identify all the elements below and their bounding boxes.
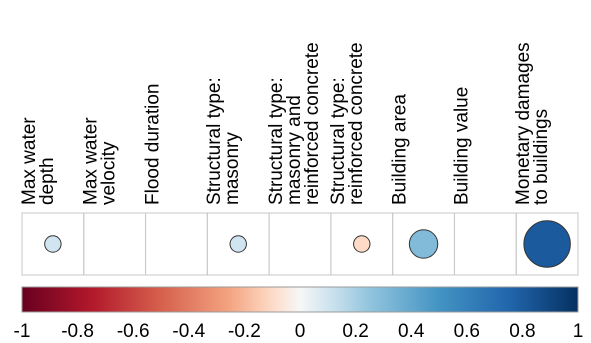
correlation-circle <box>408 229 439 259</box>
correlation-cell <box>268 212 332 276</box>
variable-label: Building value <box>451 87 472 205</box>
colorbar-tick-label: -0.8 <box>61 321 94 342</box>
colorbar-tick-label: -1 <box>14 321 31 342</box>
correlation-circle <box>44 235 62 253</box>
correlation-circle <box>229 235 247 253</box>
correlation-cell <box>83 212 147 276</box>
variable-labels: Max waterdepth Max watervelocity Flood dur… <box>19 42 552 205</box>
colorbar-tick-label: -0.6 <box>117 321 150 342</box>
correlation-circle <box>353 235 371 253</box>
correlation-cell <box>453 212 517 276</box>
variable-label: Max waterdepth <box>19 117 58 205</box>
variable-label: Max watervelocity <box>81 117 120 205</box>
correlation-circle <box>523 220 571 268</box>
variable-label: Building area <box>390 94 411 205</box>
correlation-cell <box>145 212 208 276</box>
variable-label: Monetary damagesto buildings <box>513 42 552 205</box>
colorbar-tick-label: 0.8 <box>509 321 535 342</box>
variable-label: Structural type:masonry andreinforced co… <box>266 42 323 205</box>
colorbar-tick-label: 0 <box>295 321 306 342</box>
colorbar-tick-label: -0.4 <box>172 321 205 342</box>
variable-label: Flood duration <box>142 84 163 205</box>
colorbar-tick-label: 1 <box>573 321 584 342</box>
variable-label: Structural type:masonry <box>204 77 243 205</box>
colorbar-gradient <box>21 286 579 313</box>
colorbar-ticks: -1 -0.8 -0.6 -0.4 -0.2 0 0.2 0.4 0.6 0.8 1 <box>14 321 584 342</box>
colorbar-tick-label: 0.2 <box>342 321 368 342</box>
colorbar-tick-label: 0.6 <box>454 321 480 342</box>
correlation-row <box>21 212 579 276</box>
colorbar <box>21 286 579 313</box>
colorbar-tick-label: 0.4 <box>398 321 425 342</box>
correlation-cell <box>515 212 579 276</box>
colorbar-tick-label: -0.2 <box>228 321 261 342</box>
correlation-grid-frame <box>21 212 579 276</box>
variable-label: Structural type:reinforced concrete <box>328 42 367 205</box>
